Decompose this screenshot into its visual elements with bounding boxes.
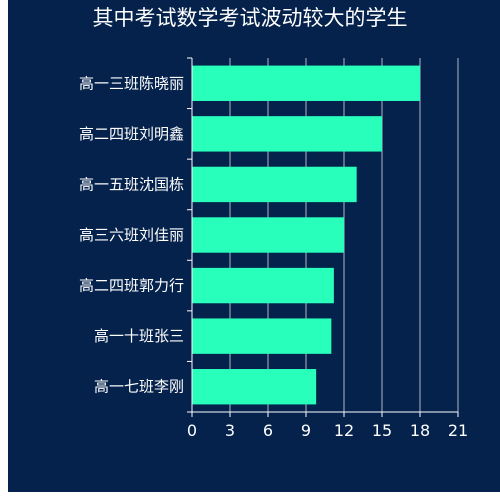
chart-title: 其中考试数学考试波动较大的学生 <box>92 6 408 30</box>
x-tick-label-3: 3 <box>225 421 235 440</box>
x-tick-label-12: 12 <box>334 421 354 440</box>
x-tick-label-15: 15 <box>372 421 392 440</box>
category-label-4: 高二四班郭力行 <box>79 277 184 295</box>
x-tick-label-21: 21 <box>448 421 468 440</box>
category-label-2: 高一五班沈国栋 <box>79 175 184 193</box>
bar-2 <box>192 166 357 203</box>
category-label-0: 高一三班陈晓丽 <box>79 74 184 92</box>
category-label-1: 高二四班刘明鑫 <box>79 125 184 143</box>
x-tick-label-18: 18 <box>410 421 430 440</box>
x-tick-label-9: 9 <box>301 421 311 440</box>
bar-4 <box>192 267 334 304</box>
category-label-3: 高三六班刘佳丽 <box>79 226 184 244</box>
x-tick-label-0: 0 <box>187 421 197 440</box>
category-label-5: 高一十班张三 <box>94 327 184 345</box>
x-tick-label-6: 6 <box>263 421 273 440</box>
category-label-6: 高一七班李刚 <box>94 378 184 396</box>
bar-5 <box>192 318 332 354</box>
bar-1 <box>192 116 382 152</box>
bar-0 <box>192 65 420 101</box>
bar-3 <box>192 217 344 253</box>
bar-6 <box>192 369 317 405</box>
